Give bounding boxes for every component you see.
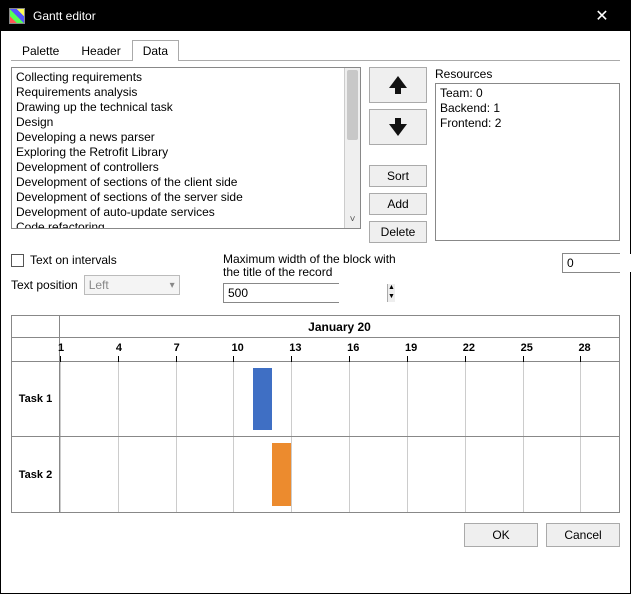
chevron-down-icon: ▾	[170, 280, 175, 291]
gantt-tick-label: 1	[58, 342, 64, 354]
gantt-tick-label: 25	[521, 342, 533, 354]
sort-button[interactable]: Sort	[369, 165, 427, 187]
text-position-combo[interactable]: Left ▾	[84, 275, 180, 295]
spin-up-icon[interactable]: ▲	[388, 284, 395, 293]
resources-listbox[interactable]: Team: 0Backend: 1Frontend: 2	[435, 83, 620, 241]
right-spinner[interactable]: ▲ ▼	[562, 253, 620, 273]
resource-item[interactable]: Frontend: 2	[440, 116, 615, 131]
list-item[interactable]: Development of controllers	[16, 160, 356, 175]
window-title: Gantt editor	[33, 9, 582, 23]
gantt-row-label: Task 2	[12, 437, 60, 512]
gantt-tick-label: 4	[116, 342, 122, 354]
list-item[interactable]: Exploring the Retrofit Library	[16, 145, 356, 160]
scroll-thumb[interactable]	[347, 70, 358, 140]
ok-button[interactable]: OK	[464, 523, 538, 547]
gantt-ticks: 1 4 7 10 13 16 19 22 25 28	[60, 338, 619, 361]
gantt-task-bar[interactable]	[272, 443, 291, 506]
gantt-corner-cell	[12, 316, 60, 337]
gantt-corner-cell2	[12, 338, 60, 361]
list-item[interactable]: Drawing up the technical task	[16, 100, 356, 115]
tab-palette[interactable]: Palette	[11, 40, 70, 61]
gantt-tick-label: 13	[289, 342, 301, 354]
list-item[interactable]: Design	[16, 115, 356, 130]
scroll-down-icon[interactable]: ˅	[345, 214, 360, 228]
text-on-intervals-checkbox[interactable]	[11, 254, 24, 267]
list-item[interactable]: Developing a news parser	[16, 130, 356, 145]
text-position-value: Left	[89, 278, 109, 292]
gantt-tick-label: 16	[347, 342, 359, 354]
gantt-tick-label: 28	[578, 342, 590, 354]
text-position-label: Text position	[11, 278, 78, 292]
gantt-row: Task 1	[12, 362, 619, 437]
delete-button[interactable]: Delete	[369, 221, 427, 243]
list-item[interactable]: Collecting requirements	[16, 70, 356, 85]
max-width-label: Maximum width of the block with the titl…	[223, 253, 403, 279]
tab-header[interactable]: Header	[70, 40, 131, 61]
cancel-button[interactable]: Cancel	[546, 523, 620, 547]
task-listbox[interactable]: Collecting requirementsRequirements anal…	[11, 67, 361, 229]
arrow-down-icon	[387, 116, 409, 138]
window-titlebar: Gantt editor ✕	[1, 1, 630, 31]
move-down-button[interactable]	[369, 109, 427, 145]
spin-down-icon[interactable]: ▼	[388, 293, 395, 302]
max-width-spinner[interactable]: ▲ ▼	[223, 283, 339, 303]
gantt-month-label: January 20	[60, 316, 619, 337]
gantt-row-label: Task 1	[12, 362, 60, 436]
resource-item[interactable]: Backend: 1	[440, 101, 615, 116]
arrow-up-icon	[387, 74, 409, 96]
list-item[interactable]: Code refactoring	[16, 220, 356, 229]
gantt-tick-label: 7	[174, 342, 180, 354]
right-spinner-input[interactable]	[563, 254, 631, 272]
gantt-tick-label: 19	[405, 342, 417, 354]
resource-item[interactable]: Team: 0	[440, 86, 615, 101]
gantt-row: Task 2	[12, 437, 619, 512]
listbox-scrollbar[interactable]: ˄ ˅	[344, 68, 360, 228]
list-item[interactable]: Requirements analysis	[16, 85, 356, 100]
tab-data[interactable]: Data	[132, 40, 179, 61]
resources-label: Resources	[435, 67, 620, 81]
list-item[interactable]: Development of auto-update services	[16, 205, 356, 220]
list-item[interactable]: Development of sections of the client si…	[16, 175, 356, 190]
move-up-button[interactable]	[369, 67, 427, 103]
text-on-intervals-label: Text on intervals	[30, 253, 117, 267]
gantt-chart: January 20 1 4 7 10 13 16 19 22 25 28 Task 1Task …	[11, 315, 620, 513]
max-width-input[interactable]	[224, 284, 387, 302]
gantt-tick-label: 10	[231, 342, 243, 354]
close-icon[interactable]: ✕	[582, 6, 622, 26]
tab-strip: Palette Header Data	[11, 39, 620, 61]
gantt-task-bar[interactable]	[253, 368, 272, 430]
gantt-tick-label: 22	[463, 342, 475, 354]
app-icon	[9, 8, 25, 24]
list-item[interactable]: Development of sections of the server si…	[16, 190, 356, 205]
add-button[interactable]: Add	[369, 193, 427, 215]
